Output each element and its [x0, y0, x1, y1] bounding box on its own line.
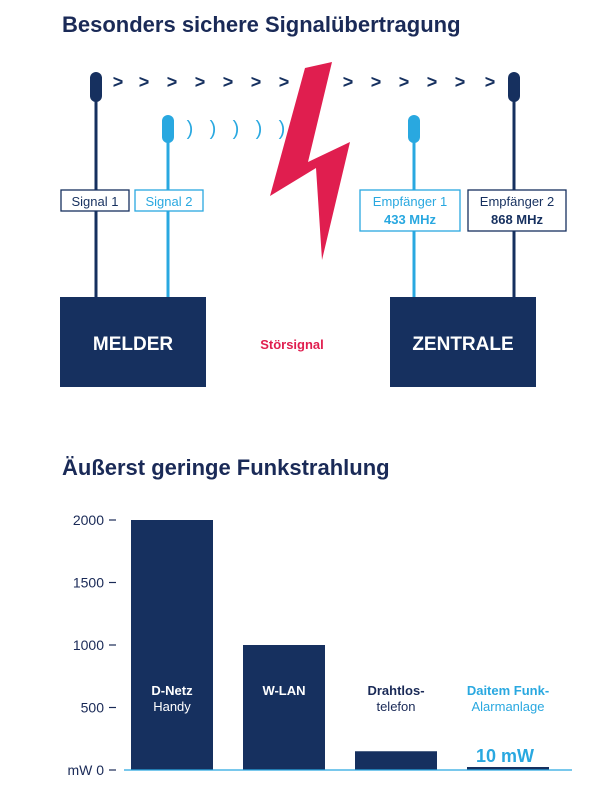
receiver-1-name: Empfänger 1: [373, 194, 447, 209]
wave-5: ): [279, 118, 286, 140]
chevron-13: >: [455, 72, 466, 92]
y-axis: mW 0 500 1000 1500 2000: [67, 512, 116, 778]
signal-1-badge: [60, 189, 130, 212]
signal-2-waves: ))))): [187, 118, 286, 140]
melder-antenna-1-icon: [90, 72, 102, 102]
zentrale-antenna-1-icon: [408, 115, 420, 143]
bar-label-1-line-2: Handy: [153, 699, 191, 714]
signal-1-label: Signal 1: [72, 194, 119, 209]
y-tick-label-2000: 2000: [73, 512, 104, 528]
receiver-1-badge: [359, 189, 461, 232]
interference-lightning-icon: [270, 62, 350, 260]
zentrale-antenna-2-icon: [508, 72, 520, 102]
chevron-7: >: [279, 72, 290, 92]
bars: [131, 520, 549, 770]
y-tick-label-1500: 1500: [73, 575, 104, 591]
bar-label-2-line-1: W-LAN: [262, 683, 305, 698]
wave-4: ): [256, 118, 263, 140]
bar-label-4-line-1: Daitem Funk-: [467, 683, 549, 698]
zentrale-box: [390, 297, 536, 387]
chevron-3: >: [167, 72, 178, 92]
diagram-title: Besonders sichere Signalübertragung: [62, 12, 461, 37]
chevron-11: >: [399, 72, 410, 92]
signal-2-label: Signal 2: [146, 194, 193, 209]
wave-1: ): [187, 118, 194, 140]
chevron-2: >: [139, 72, 150, 92]
signal-diagram: >>>>>>>>>>>>>> ))))) Signal 1 Signal 2 E…: [60, 62, 567, 387]
bar-3: [355, 751, 437, 770]
bar-1: [131, 520, 213, 770]
chevron-6: >: [251, 72, 262, 92]
bar-2: [243, 645, 325, 770]
melder-antenna-2-icon: [162, 115, 174, 143]
receiver-2-name: Empfänger 2: [480, 194, 554, 209]
receiver-2-frequency: 868 MHz: [491, 212, 544, 227]
y-tick-label-1000: 1000: [73, 637, 104, 653]
y-tick-label-0: mW 0: [67, 762, 104, 778]
melder-label: MELDER: [93, 334, 174, 355]
zentrale-label: ZENTRALE: [412, 334, 513, 355]
y-tick-label-500: 500: [81, 700, 105, 716]
chart-title: Äußerst geringe Funkstrahlung: [62, 455, 390, 480]
bar-label-3-line-1: Drahtlos-: [367, 683, 424, 698]
receiver-2-badge: [467, 189, 567, 232]
chevron-1: >: [113, 72, 124, 92]
wave-3: ): [233, 118, 240, 140]
bar-label-4-line-2: Alarmanlage: [472, 699, 545, 714]
chevron-14: >: [485, 72, 496, 92]
chevron-12: >: [427, 72, 438, 92]
chevron-10: >: [371, 72, 382, 92]
value-annotation: 10 mW: [476, 746, 534, 766]
chevron-4: >: [195, 72, 206, 92]
chevron-9: >: [343, 72, 354, 92]
interference-label: Störsignal: [260, 337, 324, 352]
bar-label-1-line-1: D-Netz: [151, 683, 193, 698]
melder-box: [60, 297, 206, 387]
bar-label-3-line-2: telefon: [376, 699, 415, 714]
chevron-5: >: [223, 72, 234, 92]
bar-4: [467, 767, 549, 770]
wave-2: ): [210, 118, 217, 140]
signal-2-badge: [134, 189, 204, 212]
receiver-1-frequency: 433 MHz: [384, 212, 437, 227]
